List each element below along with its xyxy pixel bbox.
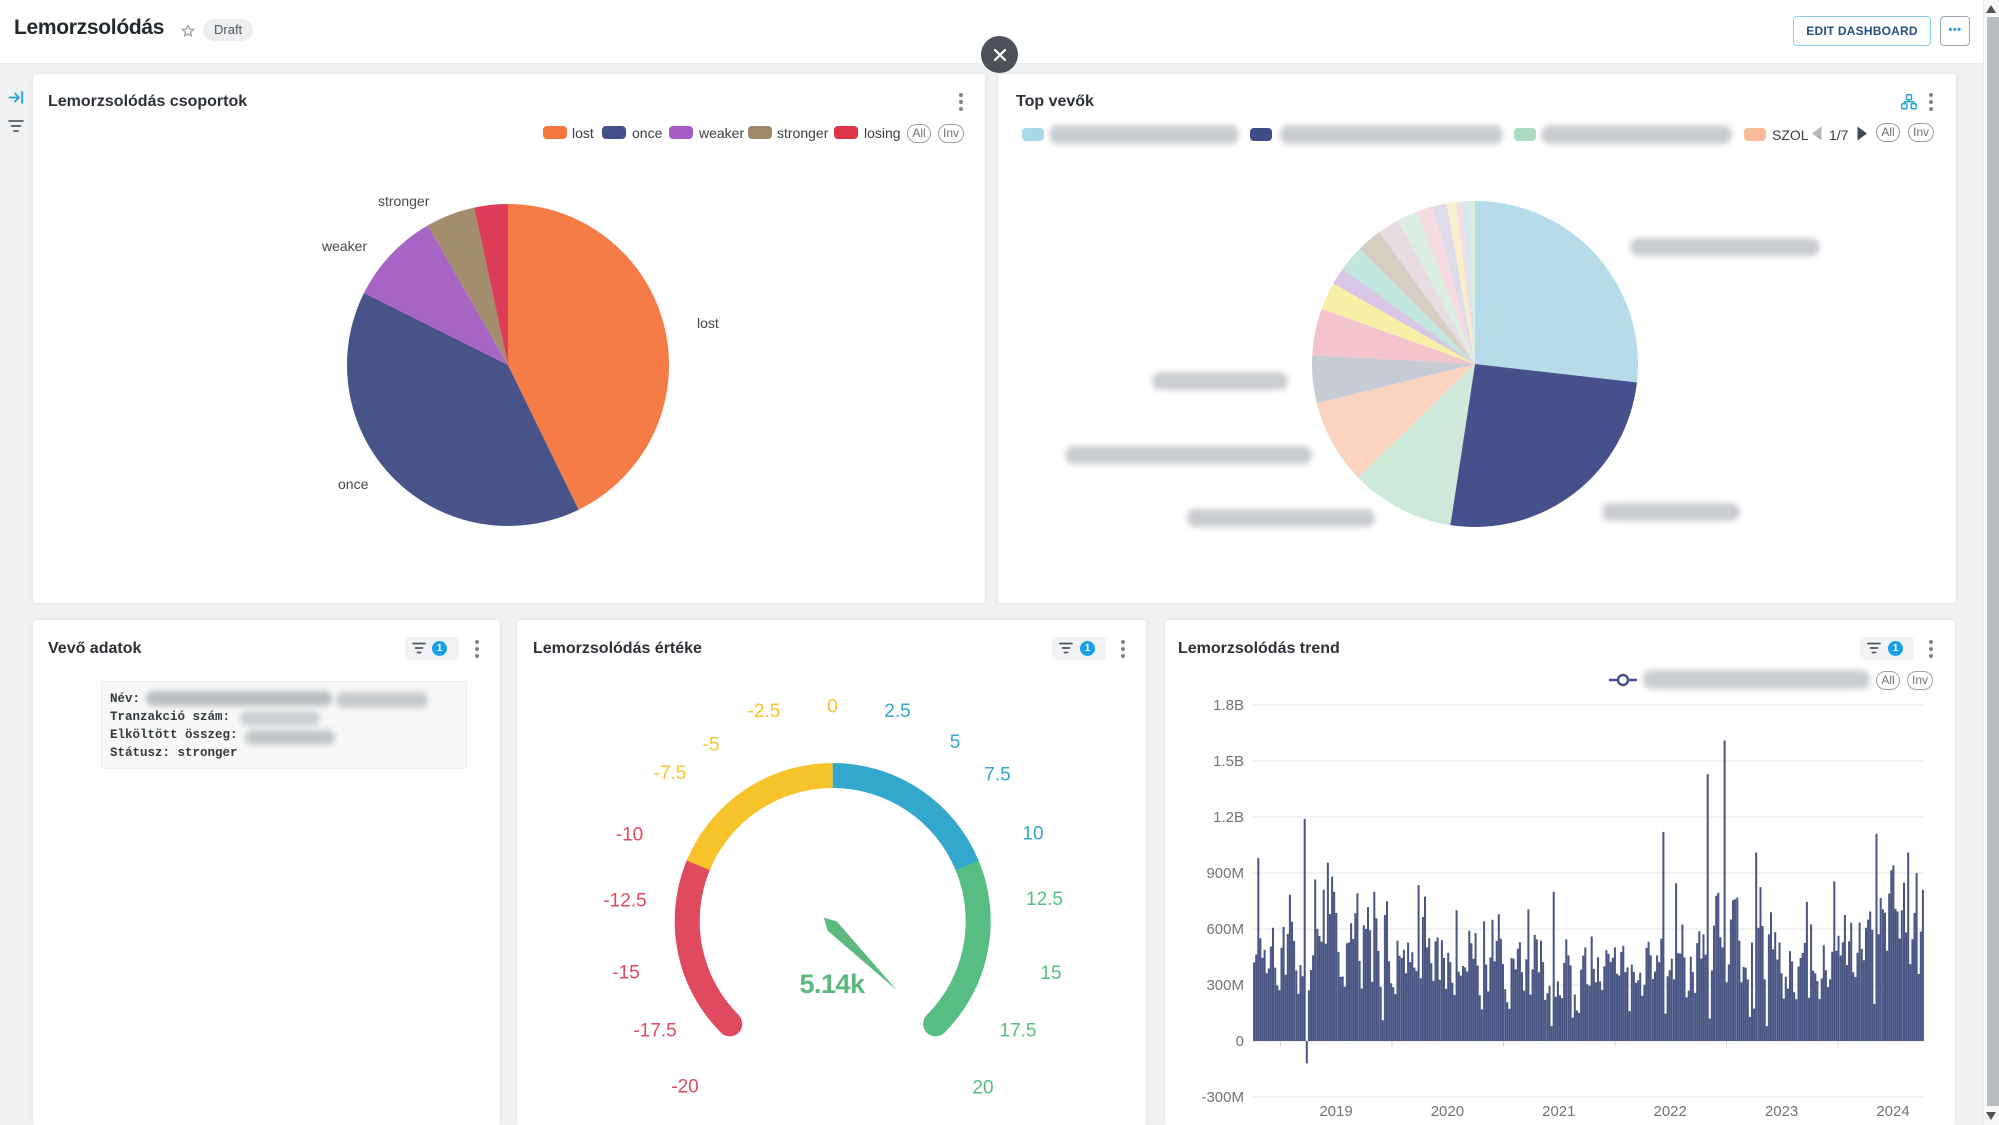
svg-text:15: 15 (1040, 963, 1061, 984)
svg-text:-5: -5 (703, 735, 720, 756)
svg-text:12.5: 12.5 (1026, 889, 1063, 910)
svg-text:-12.5: -12.5 (603, 891, 646, 912)
svg-text:17.5: 17.5 (1000, 1021, 1037, 1042)
svg-text:5: 5 (950, 732, 961, 753)
svg-text:20: 20 (972, 1078, 993, 1099)
svg-text:-2.5: -2.5 (748, 701, 781, 722)
svg-text:5.14k: 5.14k (799, 969, 866, 999)
svg-text:2.5: 2.5 (884, 701, 910, 722)
svg-text:0: 0 (827, 697, 838, 718)
svg-text:10: 10 (1022, 824, 1043, 845)
svg-text:-17.5: -17.5 (633, 1021, 676, 1042)
svg-text:-20: -20 (671, 1077, 698, 1098)
svg-text:-10: -10 (616, 825, 643, 846)
svg-text:-15: -15 (612, 963, 639, 984)
svg-text:-7.5: -7.5 (654, 763, 687, 784)
svg-text:7.5: 7.5 (984, 765, 1010, 786)
